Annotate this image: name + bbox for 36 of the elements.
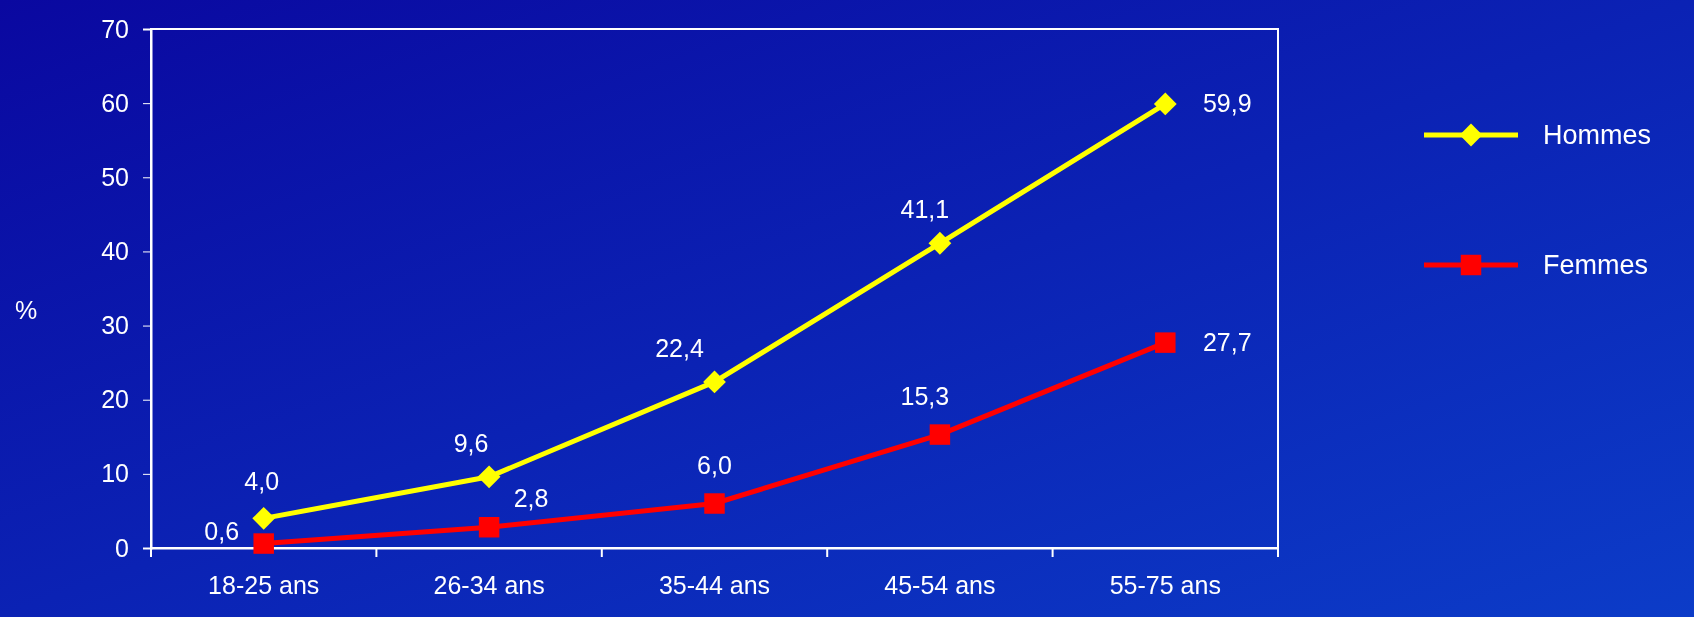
y-tick-label: 20 <box>101 385 129 414</box>
point <box>253 533 274 554</box>
x-tick-label: 45-54 ans <box>884 570 996 599</box>
data-label: 15,3 <box>900 381 950 410</box>
x-tick-label: 18-25 ans <box>208 570 320 599</box>
point <box>252 506 276 530</box>
legend-label: Femmes <box>1543 250 1649 280</box>
point <box>1153 92 1177 116</box>
point <box>928 231 952 255</box>
data-label: 59,9 <box>1202 88 1252 117</box>
legend-label: Hommes <box>1543 120 1652 150</box>
data-label: 6,0 <box>697 450 732 479</box>
point <box>477 465 501 489</box>
data-label: 9,6 <box>453 428 489 457</box>
x-tick-label: 35-44 ans <box>658 570 771 599</box>
x-tick-label: 26-34 ans <box>433 570 545 599</box>
y-tick-label: 40 <box>101 236 129 265</box>
data-label: 0,6 <box>204 516 240 545</box>
y-tick-label: 10 <box>101 459 129 488</box>
point <box>703 370 726 394</box>
data-label: 27,7 <box>1202 327 1252 356</box>
y-tick-label: 30 <box>101 311 129 340</box>
point <box>478 516 500 538</box>
x-tick-label: 55-75 ans <box>1109 570 1221 599</box>
y-tick-label: 50 <box>101 162 129 191</box>
data-label: 4,0 <box>244 467 280 496</box>
point <box>929 424 951 445</box>
y-tick-label: 60 <box>101 88 129 117</box>
y-tick-label: 70 <box>101 14 129 43</box>
y-axis-title: % <box>14 295 38 324</box>
y-tick-label: 0 <box>115 533 129 562</box>
data-label: 41,1 <box>900 195 950 224</box>
data-label: 22,4 <box>655 333 704 362</box>
point <box>1155 332 1176 353</box>
point <box>704 493 725 514</box>
data-label: 2,8 <box>513 484 549 513</box>
